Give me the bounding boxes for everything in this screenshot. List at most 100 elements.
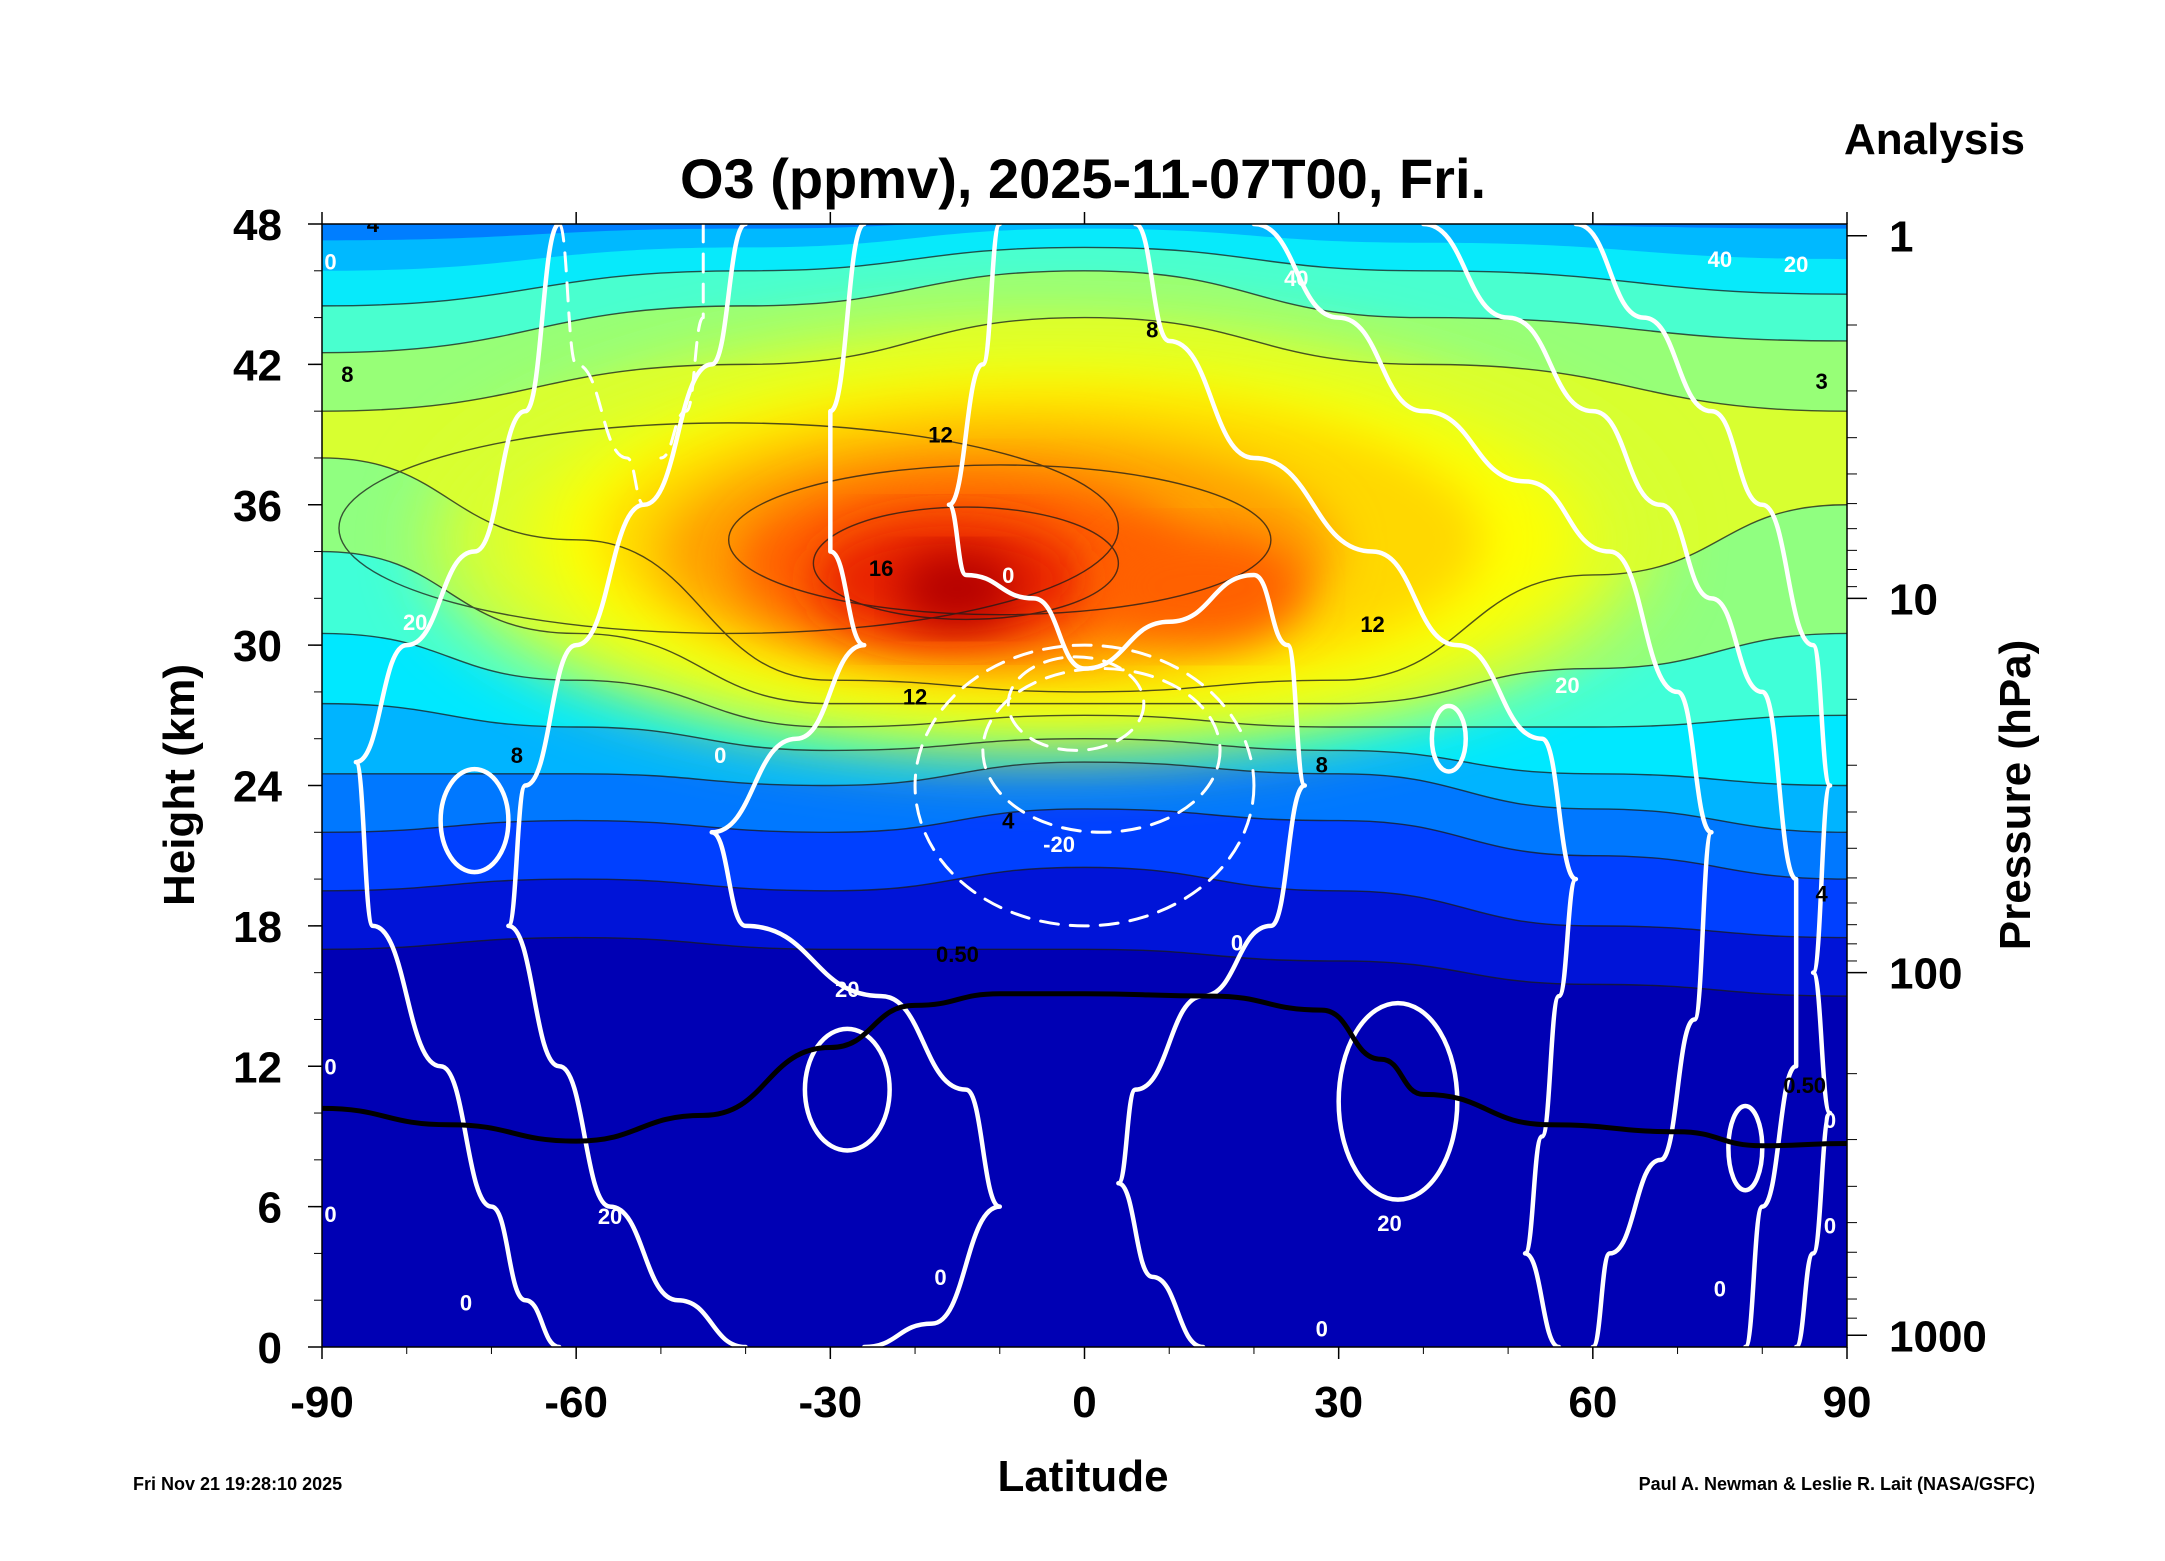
ozone-contour (727, 464, 1272, 616)
ozone-contour (322, 270, 1847, 354)
wind-contour-label: 0 (1231, 930, 1243, 955)
chart-title: O3 (ppmv), 2025-11-07T00, Fri. (680, 147, 1486, 210)
ozone-contour (322, 632, 1847, 728)
plot-area: 4 8 8 12 16 12 12 8 8 4 4 0.50 0.50 3 0 40 40 20 0 20 0 20 -20… (322, 212, 1847, 1347)
wind-contour (1251, 224, 1714, 1347)
y-tick-label: 0 (258, 1324, 282, 1373)
ozone-contour (322, 702, 1847, 787)
y-tick-label: 24 (233, 763, 282, 812)
y-tick-label: 42 (233, 341, 282, 390)
wind-contour-label: 40 (1284, 266, 1308, 291)
wind-contour-label: 20 (598, 1204, 622, 1229)
y-tick-label: 6 (258, 1184, 282, 1233)
ozone-contour (322, 866, 1847, 939)
wind-contour-label: 20 (1555, 673, 1579, 698)
x-tick-label: 30 (1314, 1378, 1363, 1427)
x-tick-label: -90 (290, 1378, 354, 1427)
ozone-contour-label: 12 (1360, 612, 1384, 637)
y-tick-label: 48 (233, 201, 282, 250)
y2-axis-label: Pressure (hPa) (1991, 640, 2040, 951)
tropopause-line (322, 991, 1847, 1149)
ozone-max-blob (898, 551, 1017, 627)
wind-contour-label: 0 (714, 743, 726, 768)
y2-tick-label: 100 (1889, 950, 1962, 999)
wind-loop (1429, 703, 1468, 774)
x-tick-label: -60 (544, 1378, 608, 1427)
ozone-contour (322, 246, 1847, 307)
ozone-contour-label: 16 (869, 556, 893, 581)
wind-contour-lines (353, 224, 1833, 1347)
wind-contour-label: 0 (1824, 1213, 1836, 1238)
ozone-contour-lines (322, 246, 1847, 997)
ozone-contour-label: 8 (1146, 317, 1158, 342)
wind-loop (438, 766, 511, 875)
wind-contour (506, 224, 748, 1347)
ozone-contour (812, 506, 1120, 621)
ozone-contour (338, 422, 1120, 635)
ozone-contour-label: 4 (367, 212, 380, 237)
y2-tick-label: 10 (1889, 575, 1938, 624)
wind-contour (946, 224, 1308, 1347)
contour-labels: 4 8 8 12 16 12 12 8 8 4 4 0.50 0.50 3 0 40 40 20 0 20 0 20 -20… (324, 212, 1836, 1341)
ozone-contour-label: 8 (511, 743, 523, 768)
wind-contour (1573, 224, 1833, 1347)
wind-loop-negative (1006, 655, 1146, 752)
wind-contour-label: 0 (324, 1202, 336, 1227)
wind-loop-negative (913, 643, 1256, 928)
wind-contour-label: 20 (835, 977, 859, 1002)
y-tick-label: 36 (233, 482, 282, 531)
wind-contour-label: 20 (1377, 1211, 1401, 1236)
ozone-contour-label: 8 (1316, 753, 1328, 778)
ozone-contour (322, 457, 1847, 693)
x-tick-label: 0 (1072, 1378, 1096, 1427)
y-axis-label: Height (km) (155, 664, 204, 906)
wind-contour-label: 0 (1714, 1277, 1726, 1302)
ozone-maximum-field (432, 329, 1653, 751)
ozone-contour-label: 0.50 (1783, 1073, 1826, 1098)
wind-contour-negative (659, 224, 705, 460)
wind-contour-label: 0 (1824, 1108, 1836, 1133)
wind-contour-label: 20 (1784, 252, 1808, 277)
ozone-contour-label: 3 (1815, 369, 1827, 394)
ozone-contour (322, 316, 1847, 412)
y-tick-label: 12 (233, 1043, 282, 1092)
footer-timestamp: Fri Nov 21 19:28:10 2025 (133, 1474, 342, 1494)
ozone-contour-label: 12 (928, 423, 952, 448)
ozone-contour-label: 12 (903, 685, 927, 710)
wind-contour (709, 224, 1003, 1347)
wind-contour (1421, 224, 1799, 1347)
y2-tick-label: 1000 (1889, 1312, 1987, 1361)
ozone-contour-label: 4 (1002, 809, 1015, 834)
y2-tick-label: 1 (1889, 213, 1913, 262)
ozone-contour (322, 808, 1847, 880)
ozone-max-blob (1101, 530, 1305, 643)
x-tick-label: -30 (799, 1378, 863, 1427)
wind-contour-label: 0 (324, 1054, 336, 1079)
wind-contour-label: 0 (460, 1291, 472, 1316)
wind-loop (802, 1026, 892, 1153)
wind-contour-label: 0 (934, 1265, 946, 1290)
ozone-contour-label: 8 (341, 362, 353, 387)
wind-contour-label: 40 (1708, 247, 1732, 272)
x-tick-label: 90 (1823, 1378, 1872, 1427)
ozone-contour-label: 4 (1815, 881, 1828, 906)
wind-contour-label: -20 (1043, 832, 1075, 857)
wind-contour-label: 0 (1316, 1316, 1328, 1341)
x-axis-label: Latitude (997, 1452, 1168, 1501)
wind-contour-label: 0 (1002, 563, 1014, 588)
wind-contour-label: 0 (324, 250, 336, 275)
y-tick-label: 18 (233, 903, 282, 952)
wind-contour (353, 224, 562, 1347)
wind-contour (1133, 224, 1579, 1347)
ozone-contour (322, 761, 1847, 833)
wind-loop-negative (981, 667, 1222, 834)
wind-contour-label: 20 (403, 610, 427, 635)
wind-loop (1336, 1000, 1460, 1202)
x-tick-label: 60 (1568, 1378, 1617, 1427)
footer-credit: Paul A. Newman & Leslie R. Lait (NASA/GS… (1639, 1474, 2035, 1494)
ozone-contour-label: 0.50 (936, 942, 979, 967)
y-tick-label: 30 (233, 622, 282, 671)
ozone-contour (322, 550, 1847, 705)
